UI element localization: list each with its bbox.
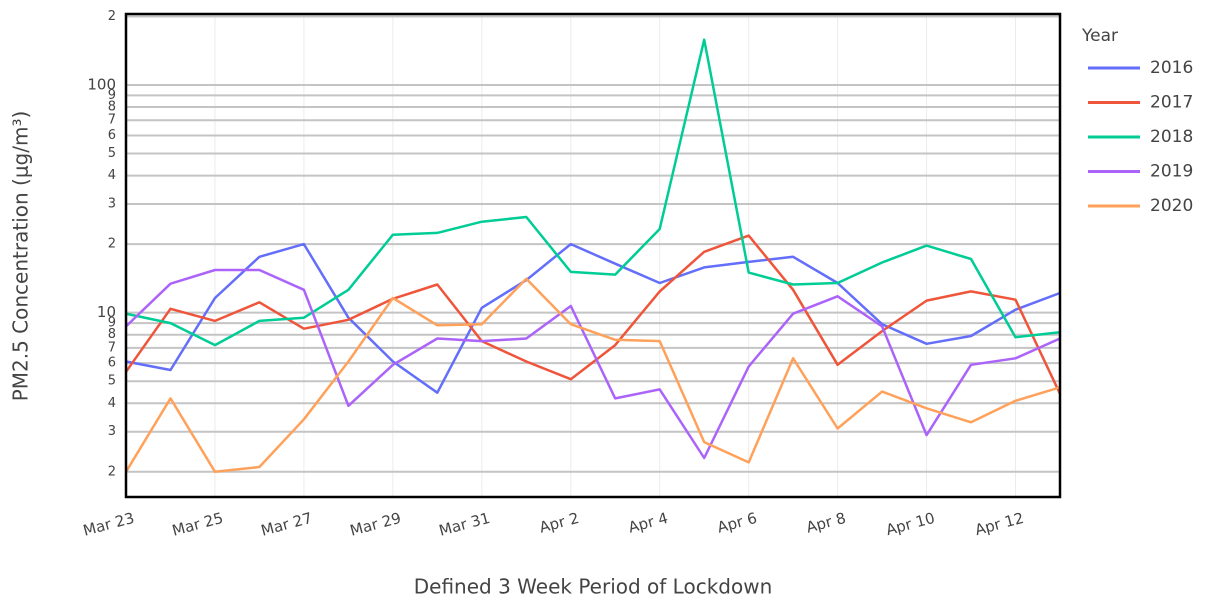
legend-label: 2020 — [1150, 196, 1193, 216]
x-tick-label: Mar 27 — [259, 509, 314, 540]
x-tick-label: Apr 4 — [626, 509, 670, 537]
y-tick-label: 4 — [108, 168, 116, 183]
y-tick-label: 6 — [108, 356, 116, 371]
legend-label: 2018 — [1150, 127, 1193, 147]
y-tick-label: 8 — [108, 100, 116, 115]
y-tick-label: 10 — [97, 303, 116, 321]
x-tick-label: Apr 6 — [715, 509, 759, 537]
y-tick-label: 2 — [108, 237, 116, 252]
x-tick-label: Mar 29 — [348, 509, 403, 540]
x-tick-label: Mar 23 — [81, 509, 136, 540]
x-tick-label: Mar 25 — [170, 509, 225, 540]
legend-title: Year — [1081, 26, 1118, 46]
x-axis-title: Defined 3 Week Period of Lockdown — [414, 575, 773, 599]
y-tick-label: 5 — [108, 146, 116, 161]
x-tick-label: Apr 2 — [537, 509, 581, 537]
series-line — [124, 234, 1062, 395]
x-tick-label: Apr 8 — [804, 509, 848, 537]
series-line — [125, 242, 1061, 394]
y-tick-label: 7 — [108, 340, 116, 355]
y-tick-label: 2 — [108, 464, 116, 479]
y-tick-label: 4 — [108, 396, 116, 411]
y-tick-label: 9 — [108, 316, 116, 331]
series-line — [125, 38, 1061, 347]
plot-frame — [124, 12, 1062, 499]
legend-label: 2019 — [1150, 162, 1193, 182]
y-tick-label: 3 — [108, 197, 116, 212]
y-tick-label: 6 — [108, 128, 116, 143]
y-tick-label: 3 — [108, 424, 116, 439]
legend-label: 2016 — [1150, 58, 1193, 78]
y-tick-label: 7 — [108, 113, 116, 128]
x-tick-label: Apr 10 — [884, 509, 937, 539]
y-tick-label: 5 — [108, 374, 116, 389]
x-tick-label: Mar 31 — [437, 509, 492, 540]
y-axis-title: PM2.5 Concentration (μg/m³) — [9, 111, 33, 402]
series-line — [125, 268, 1061, 460]
x-tick-label: Apr 12 — [973, 509, 1026, 539]
legend-label: 2017 — [1150, 93, 1193, 113]
y-tick-label: 9 — [108, 88, 116, 103]
series-line — [124, 277, 1061, 474]
y-tick-label: 8 — [108, 327, 116, 342]
y-tick-label: 2 — [108, 9, 116, 24]
y-tick-label: 100 — [87, 75, 116, 93]
